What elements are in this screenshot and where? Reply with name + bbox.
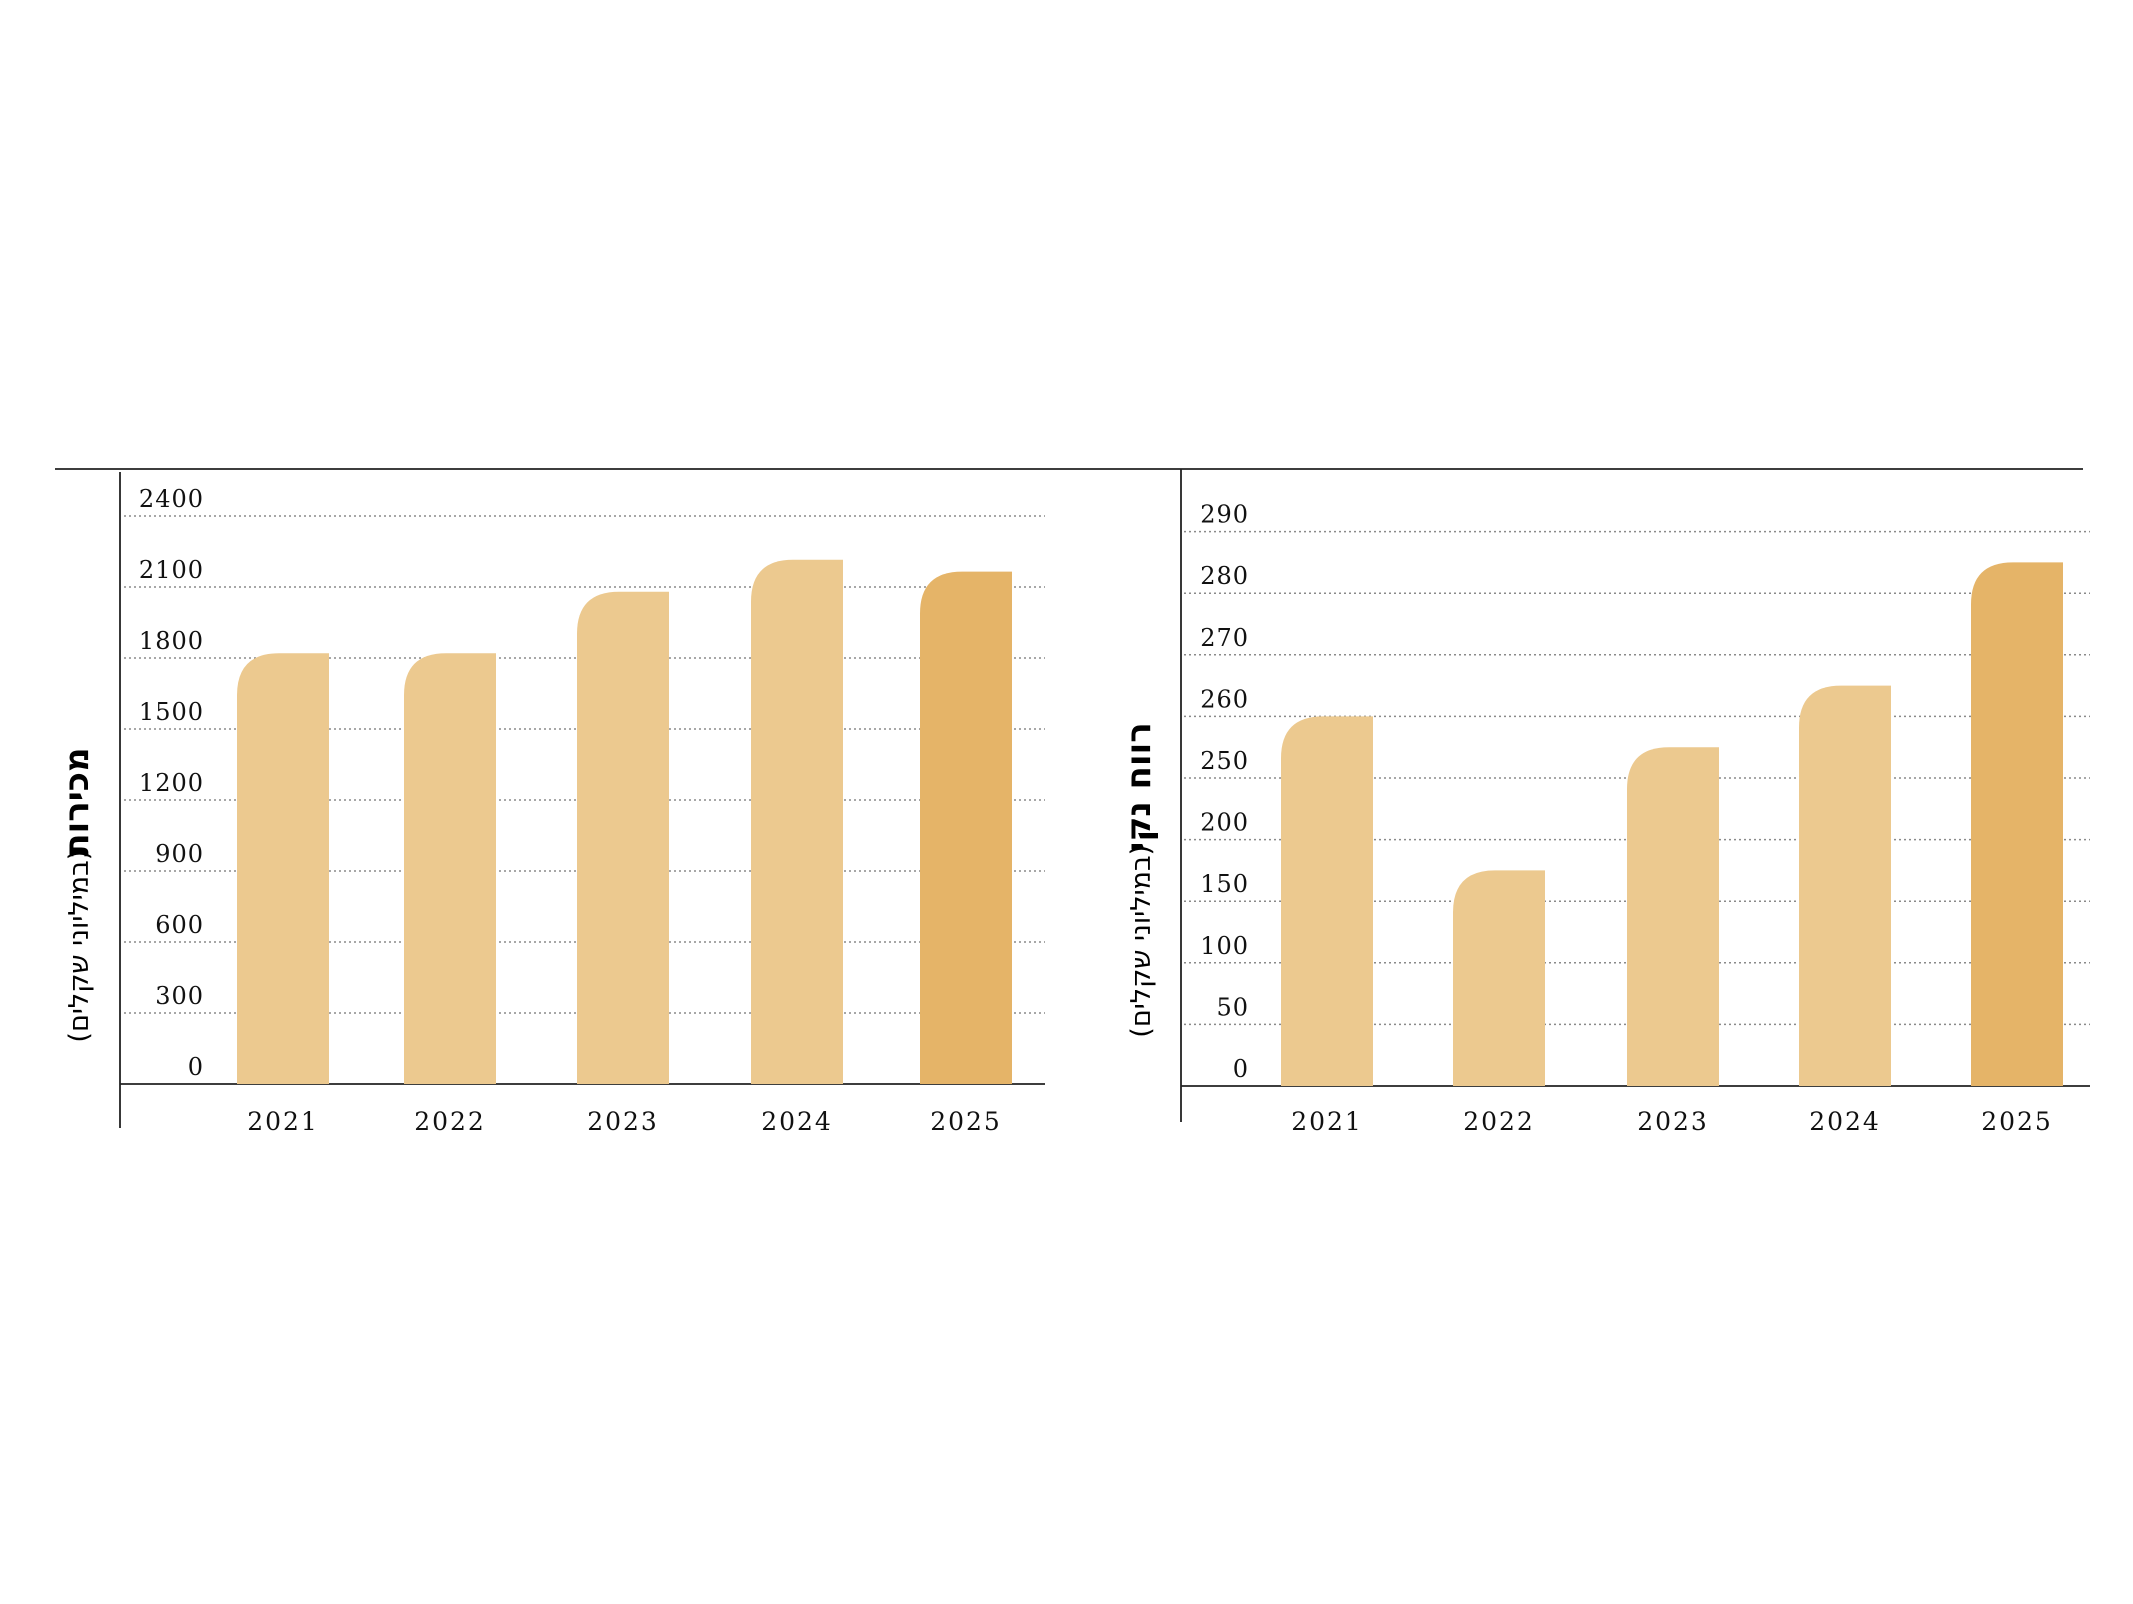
profit-x-label: 2022 (1463, 1107, 1535, 1136)
sales-y-tick-label: 2100 (139, 556, 204, 584)
sales-y-tick-label: 300 (155, 982, 204, 1010)
sales-y-tick-label: 1200 (139, 769, 204, 797)
profit-subtitle: (במיליוני שקלים) (1126, 845, 1157, 1038)
sales-x-label: 2024 (761, 1107, 833, 1136)
sales-y-tick-label: 900 (155, 840, 204, 868)
profit-title: רווח נקי (1119, 722, 1159, 851)
sales-x-label: 2025 (930, 1107, 1002, 1136)
profit-bar-2021 (1281, 716, 1373, 1086)
profit-y-tick-label: 250 (1200, 747, 1249, 775)
profit-y-tick-label: 50 (1216, 993, 1249, 1021)
profit-bar-2024 (1799, 685, 1891, 1086)
net-profit-chart: 0 50 100 150 200 250 260 270 280 290 2021 2022 2023… (1119, 469, 2090, 1136)
profit-y-tick-label: 270 (1200, 624, 1249, 652)
sales-y-tick-label: 1800 (139, 627, 204, 655)
profit-x-labels: 2021 2022 2023 2024 2025 (1291, 1107, 2053, 1136)
sales-x-labels: 2021 2022 2023 2024 2025 (247, 1107, 1002, 1136)
sales-x-label: 2022 (414, 1107, 486, 1136)
profit-y-tick-label: 280 (1200, 562, 1249, 590)
profit-y-tick-label: 200 (1200, 809, 1249, 837)
profit-bar-2025 (1971, 562, 2063, 1086)
sales-y-ticks: 0 300 600 900 1200 1500 1800 2100 2400 (139, 485, 204, 1081)
sales-bar-2024 (751, 559, 843, 1084)
sales-bar-2025 (920, 571, 1012, 1084)
profit-y-tick-label: 150 (1200, 870, 1249, 898)
profit-y-tick-label: 0 (1233, 1055, 1249, 1083)
profit-x-label: 2021 (1291, 1107, 1363, 1136)
profit-y-ticks: 0 50 100 150 200 250 260 270 280 290 (1200, 501, 1249, 1083)
profit-y-tick-label: 260 (1200, 685, 1249, 713)
sales-bar-2021 (237, 653, 329, 1084)
profit-x-label: 2025 (1981, 1107, 2053, 1136)
sales-title: מכירות (57, 747, 97, 856)
profit-bar-2022 (1453, 870, 1545, 1086)
sales-subtitle: (במיליוני שקלים) (64, 850, 95, 1043)
sales-bars (237, 559, 1012, 1084)
profit-x-label: 2024 (1809, 1107, 1881, 1136)
sales-bar-2022 (404, 653, 496, 1084)
profit-x-label: 2023 (1637, 1107, 1709, 1136)
sales-y-tick-label: 2400 (139, 485, 204, 513)
profit-y-tick-label: 100 (1200, 932, 1249, 960)
profit-bar-2023 (1627, 747, 1719, 1086)
profit-y-tick-label: 290 (1200, 501, 1249, 529)
profit-axis-title: רווח נקי (במיליוני שקלים) (1119, 722, 1159, 1037)
sales-bar-2023 (577, 591, 669, 1084)
sales-x-label: 2021 (247, 1107, 319, 1136)
sales-y-tick-label: 0 (188, 1053, 204, 1081)
sales-axis-title: מכירות (במיליוני שקלים) (57, 747, 97, 1042)
sales-x-label: 2023 (587, 1107, 659, 1136)
profit-bars (1281, 562, 2063, 1086)
sales-y-tick-label: 1500 (139, 698, 204, 726)
sales-y-tick-label: 600 (155, 911, 204, 939)
